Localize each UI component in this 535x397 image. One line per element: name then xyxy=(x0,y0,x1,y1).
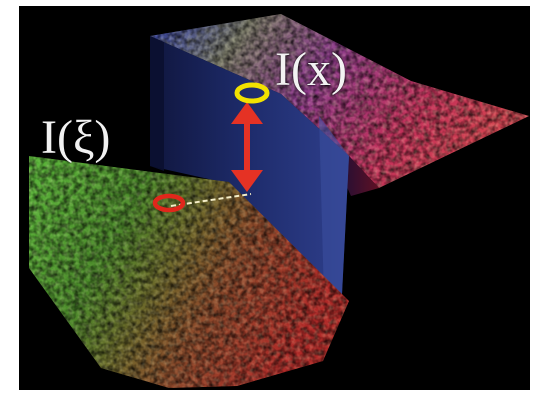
lower-point-marker xyxy=(152,193,186,213)
projection-dashed-line xyxy=(170,193,252,207)
label-upper-intensity: I(x) xyxy=(275,43,347,96)
intensity-surface-diagram xyxy=(29,14,529,388)
upper-point-marker xyxy=(234,82,270,104)
figure-frame: I(x) I(ξ) xyxy=(19,6,530,390)
height-difference-arrow xyxy=(231,102,263,192)
label-lower-intensity: I(ξ) xyxy=(41,111,111,164)
